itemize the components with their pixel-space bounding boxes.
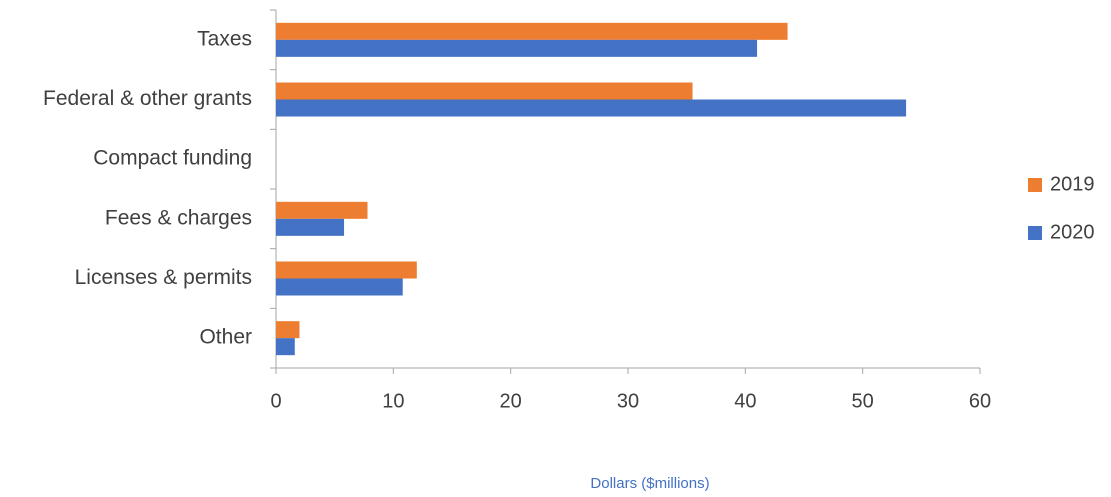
x-tick-label: 60 [969, 390, 991, 412]
bar [276, 278, 403, 296]
y-tick-label: Taxes [197, 27, 252, 50]
legend-swatch [1028, 226, 1042, 240]
x-tick-label: 10 [382, 390, 404, 412]
bar [276, 321, 300, 339]
x-tick-label: 0 [270, 390, 281, 412]
legend-label: 2019 [1050, 173, 1095, 195]
y-tick-label: Licenses & permits [75, 266, 252, 289]
legend-label: 2020 [1050, 221, 1095, 243]
x-tick-label: 50 [852, 390, 874, 412]
y-tick-label: Federal & other grants [43, 87, 252, 110]
y-tick-label: Fees & charges [105, 206, 252, 229]
y-tick-label: Other [199, 326, 252, 349]
x-axis-label: Dollars ($millions) [590, 475, 709, 492]
bar [276, 218, 345, 236]
bar [276, 22, 788, 40]
bar [276, 39, 758, 57]
bar [276, 201, 368, 219]
legend-swatch [1028, 178, 1042, 192]
bar [276, 338, 295, 356]
bar [276, 99, 907, 117]
x-tick-label: 40 [734, 390, 756, 412]
bar [276, 261, 417, 279]
x-tick-label: 30 [617, 390, 639, 412]
y-tick-label: Compact funding [93, 147, 252, 170]
x-tick-label: 20 [500, 390, 522, 412]
bar [276, 82, 693, 100]
